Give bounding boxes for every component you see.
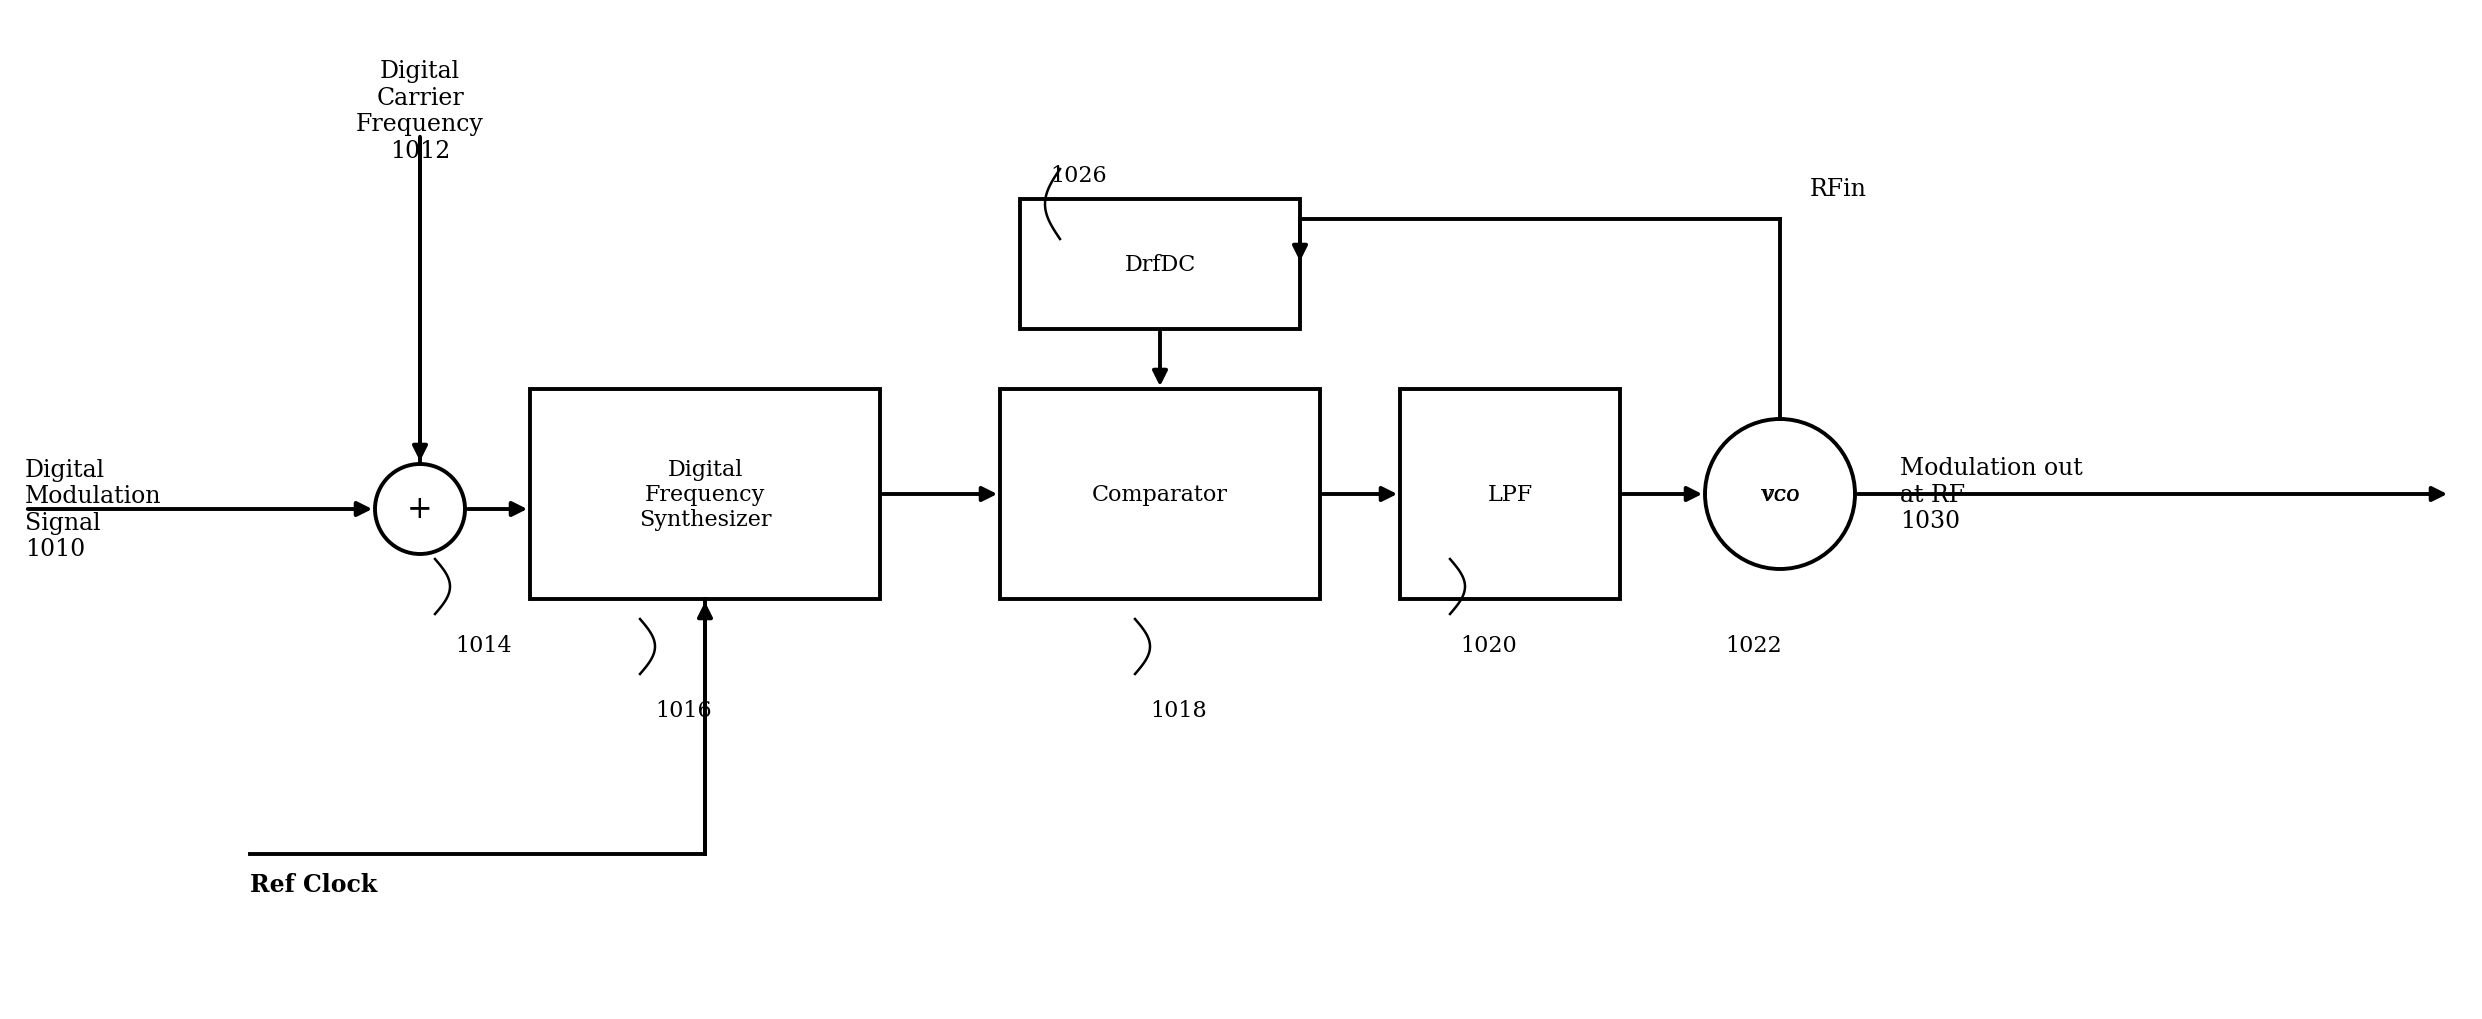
Text: DrfDC: DrfDC (1124, 254, 1196, 276)
Text: LPF: LPF (1487, 484, 1531, 505)
Text: Digital
Frequency
Synthesizer: Digital Frequency Synthesizer (638, 459, 772, 531)
Text: Digital
Modulation
Signal
1010: Digital Modulation Signal 1010 (25, 459, 161, 560)
Text: 1022: 1022 (1725, 635, 1782, 656)
Text: Ref Clock: Ref Clock (251, 872, 377, 896)
Text: 1014: 1014 (454, 635, 511, 656)
Text: vco: vco (1760, 484, 1799, 505)
Text: 1016: 1016 (655, 699, 712, 721)
Text: +: + (407, 494, 432, 525)
Text: Comparator: Comparator (1092, 484, 1229, 505)
Text: Digital
Carrier
Frequency
1012: Digital Carrier Frequency 1012 (355, 60, 484, 163)
Text: 1018: 1018 (1149, 699, 1206, 721)
Text: RFin: RFin (1809, 178, 1866, 202)
Text: Modulation out
at RF
1030: Modulation out at RF 1030 (1901, 457, 2082, 533)
Circle shape (1705, 420, 1854, 570)
Bar (1000, 389, 1320, 599)
Text: 1020: 1020 (1459, 635, 1517, 656)
Circle shape (375, 465, 464, 554)
Bar (1400, 389, 1621, 599)
Text: vco: vco (1760, 484, 1799, 505)
Bar (1020, 200, 1301, 330)
Text: 1026: 1026 (1050, 165, 1107, 186)
Bar (531, 389, 881, 599)
